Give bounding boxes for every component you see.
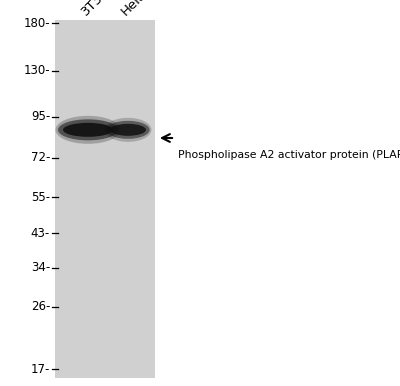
Text: Phospholipase A2 activator protein (PLAP): Phospholipase A2 activator protein (PLAP… xyxy=(178,150,400,160)
Text: 26-: 26- xyxy=(31,300,50,313)
Text: 3T3: 3T3 xyxy=(79,0,106,18)
Ellipse shape xyxy=(106,121,150,139)
Text: 72-: 72- xyxy=(31,151,50,164)
Bar xyxy=(55,20,155,378)
Text: 130-: 130- xyxy=(23,64,50,78)
Text: Hela: Hela xyxy=(119,0,149,18)
Text: 34-: 34- xyxy=(31,261,50,274)
Ellipse shape xyxy=(110,124,146,136)
Ellipse shape xyxy=(58,119,118,141)
Text: 17-: 17- xyxy=(31,362,50,376)
Text: 43-: 43- xyxy=(31,227,50,240)
Text: 180-: 180- xyxy=(23,17,50,30)
Ellipse shape xyxy=(56,116,120,144)
Ellipse shape xyxy=(105,118,151,142)
Ellipse shape xyxy=(63,123,113,137)
Text: 55-: 55- xyxy=(31,191,50,203)
Text: 95-: 95- xyxy=(31,110,50,124)
